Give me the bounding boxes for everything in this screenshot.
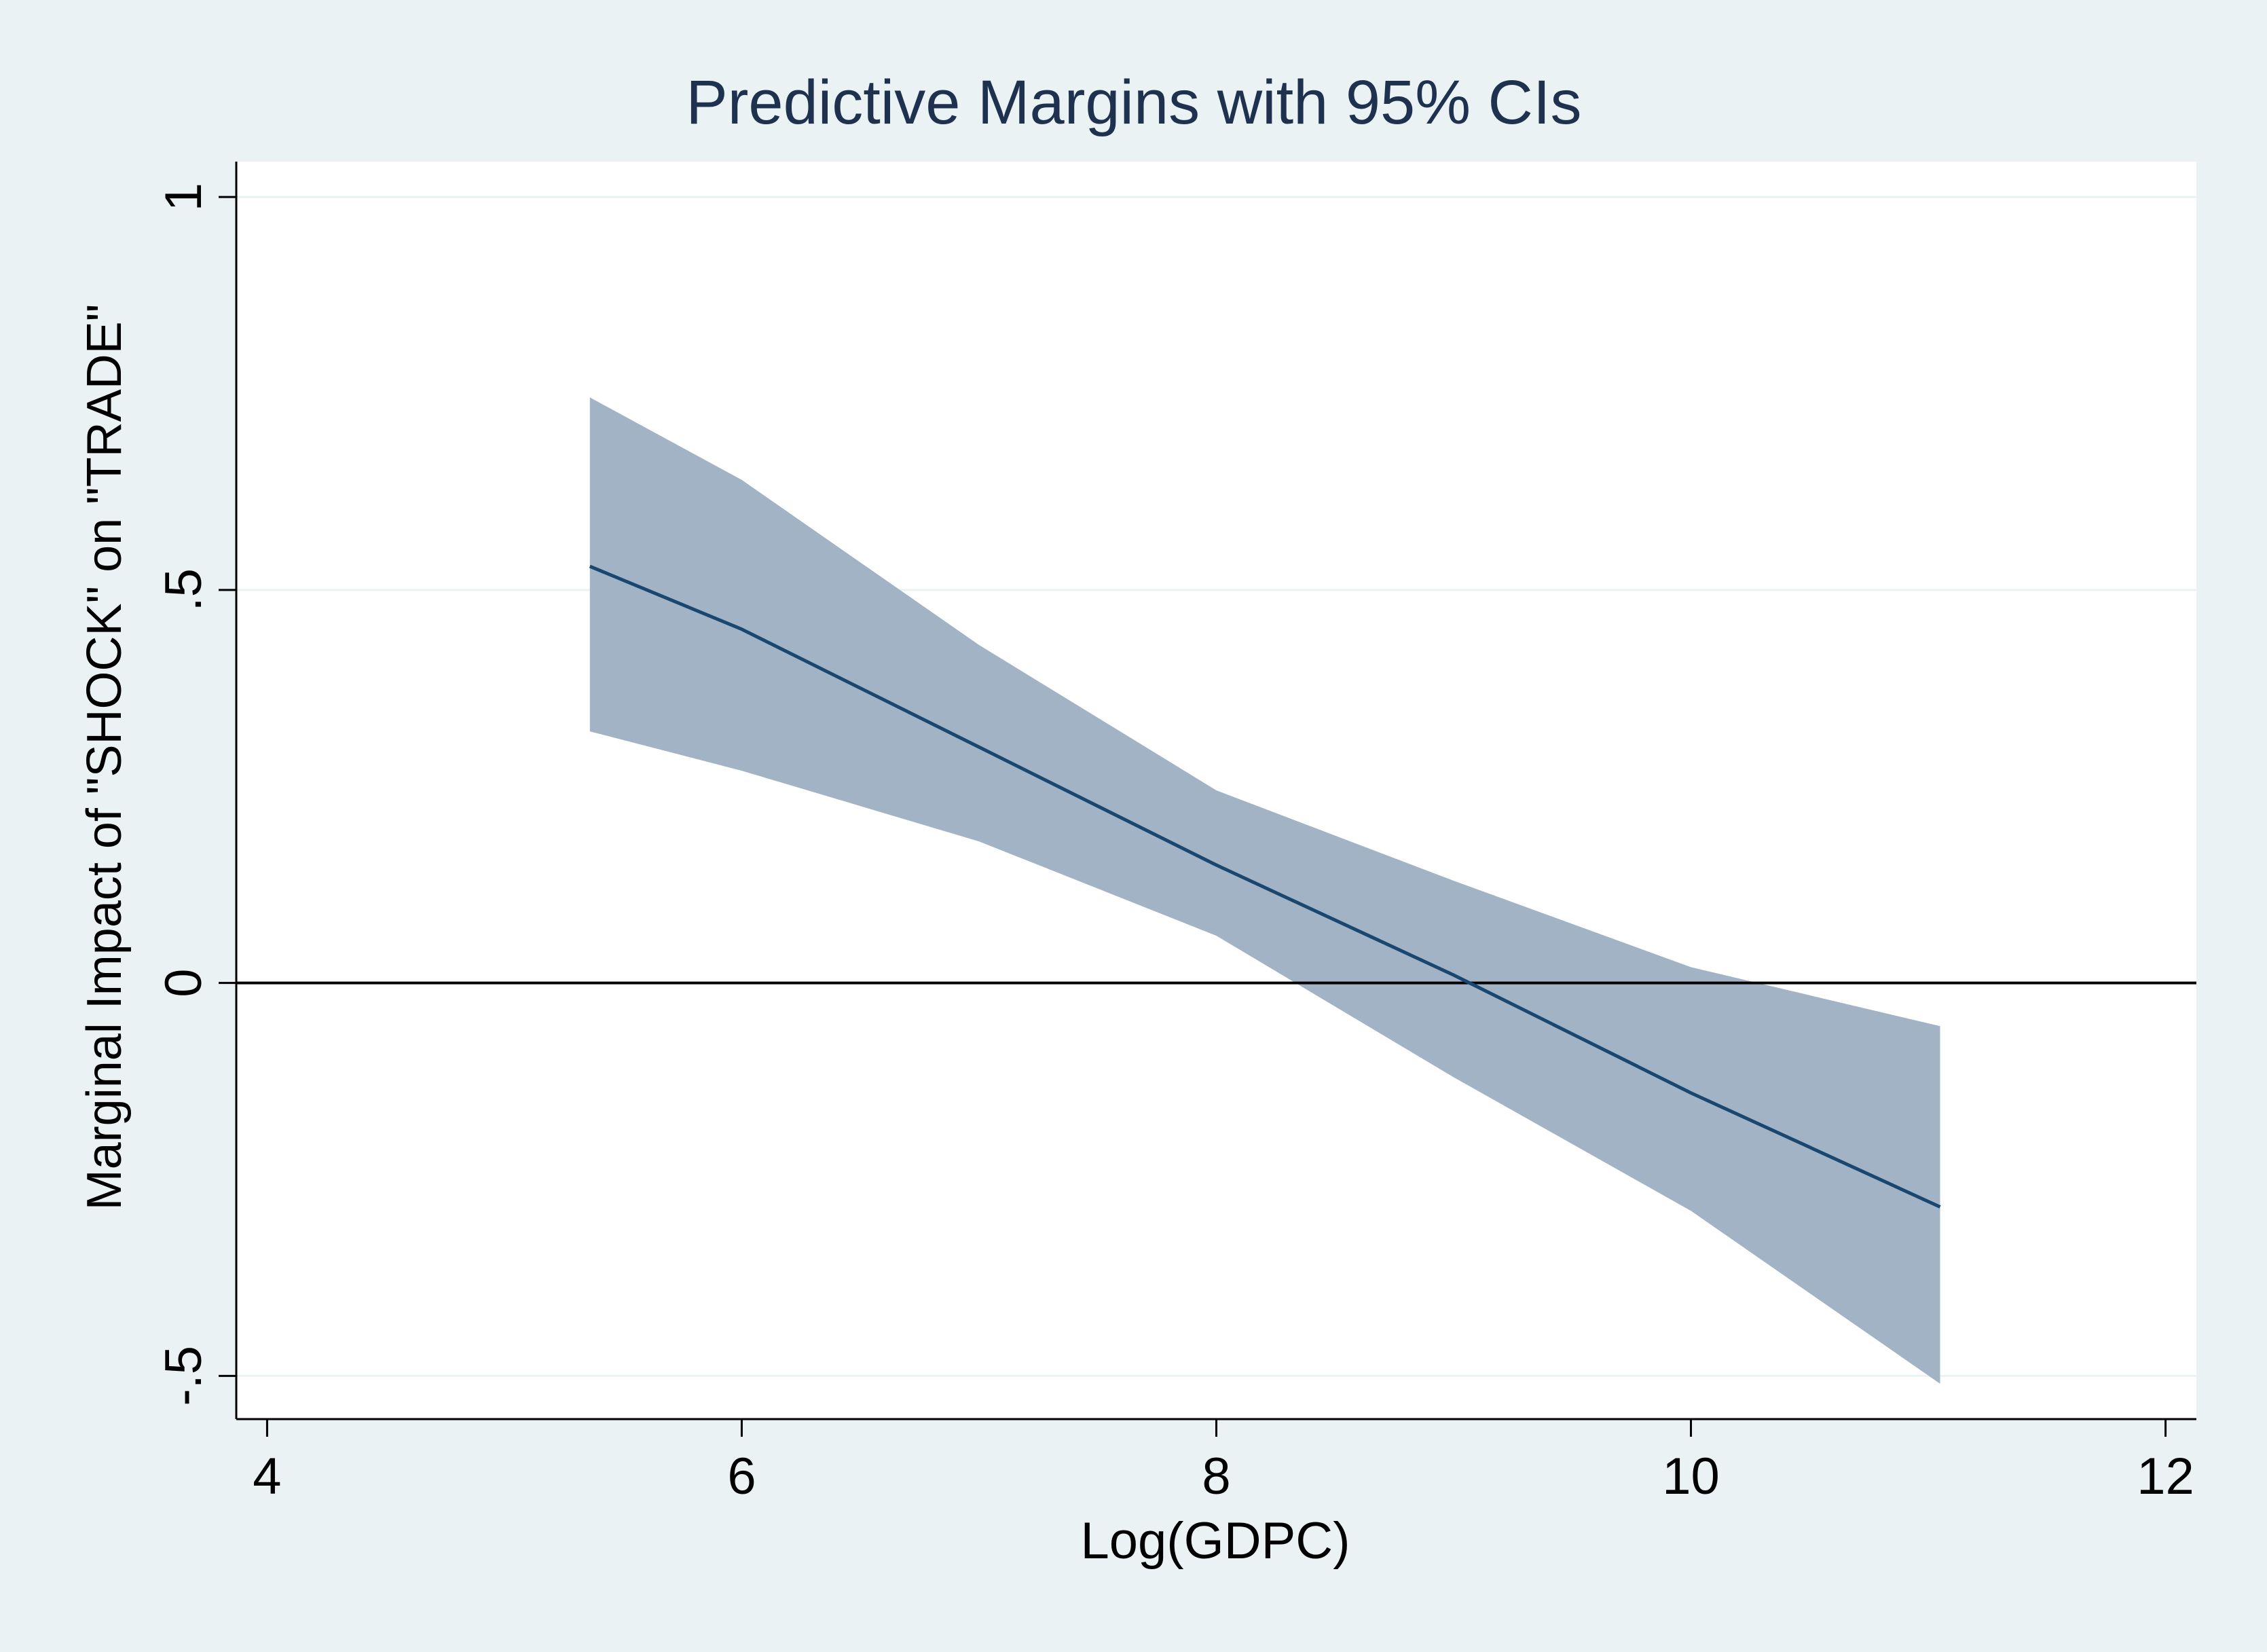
x-tick-label-3: 10: [1662, 1448, 1720, 1505]
x-axis-label: Log(GDPC): [1081, 1512, 1350, 1570]
confidence-interval-band: [589, 397, 1940, 1384]
x-tick-label-1: 6: [727, 1448, 756, 1505]
x-axis-ticks: 4 6 8 10 12: [253, 1419, 2194, 1505]
x-tick-label-2: 8: [1202, 1448, 1230, 1505]
y-axis-ticks: -.5 0 .5 1: [155, 183, 236, 1406]
predictive-margin-line: [589, 564, 1941, 1209]
x-tick-label-4: 12: [2137, 1448, 2194, 1505]
y-tick-label-1: 0: [155, 968, 213, 997]
y-tick-label-0: -.5: [155, 1346, 213, 1406]
y-tick-label-3: 1: [155, 183, 213, 211]
chart-title: Predictive Margins with 95% CIs: [686, 68, 1581, 137]
y-tick-label-2: .5: [155, 568, 213, 611]
y-axis-label: Marginal Impact of "SHOCK" on "TRADE": [77, 304, 132, 1211]
x-tick-label-0: 4: [253, 1448, 281, 1505]
